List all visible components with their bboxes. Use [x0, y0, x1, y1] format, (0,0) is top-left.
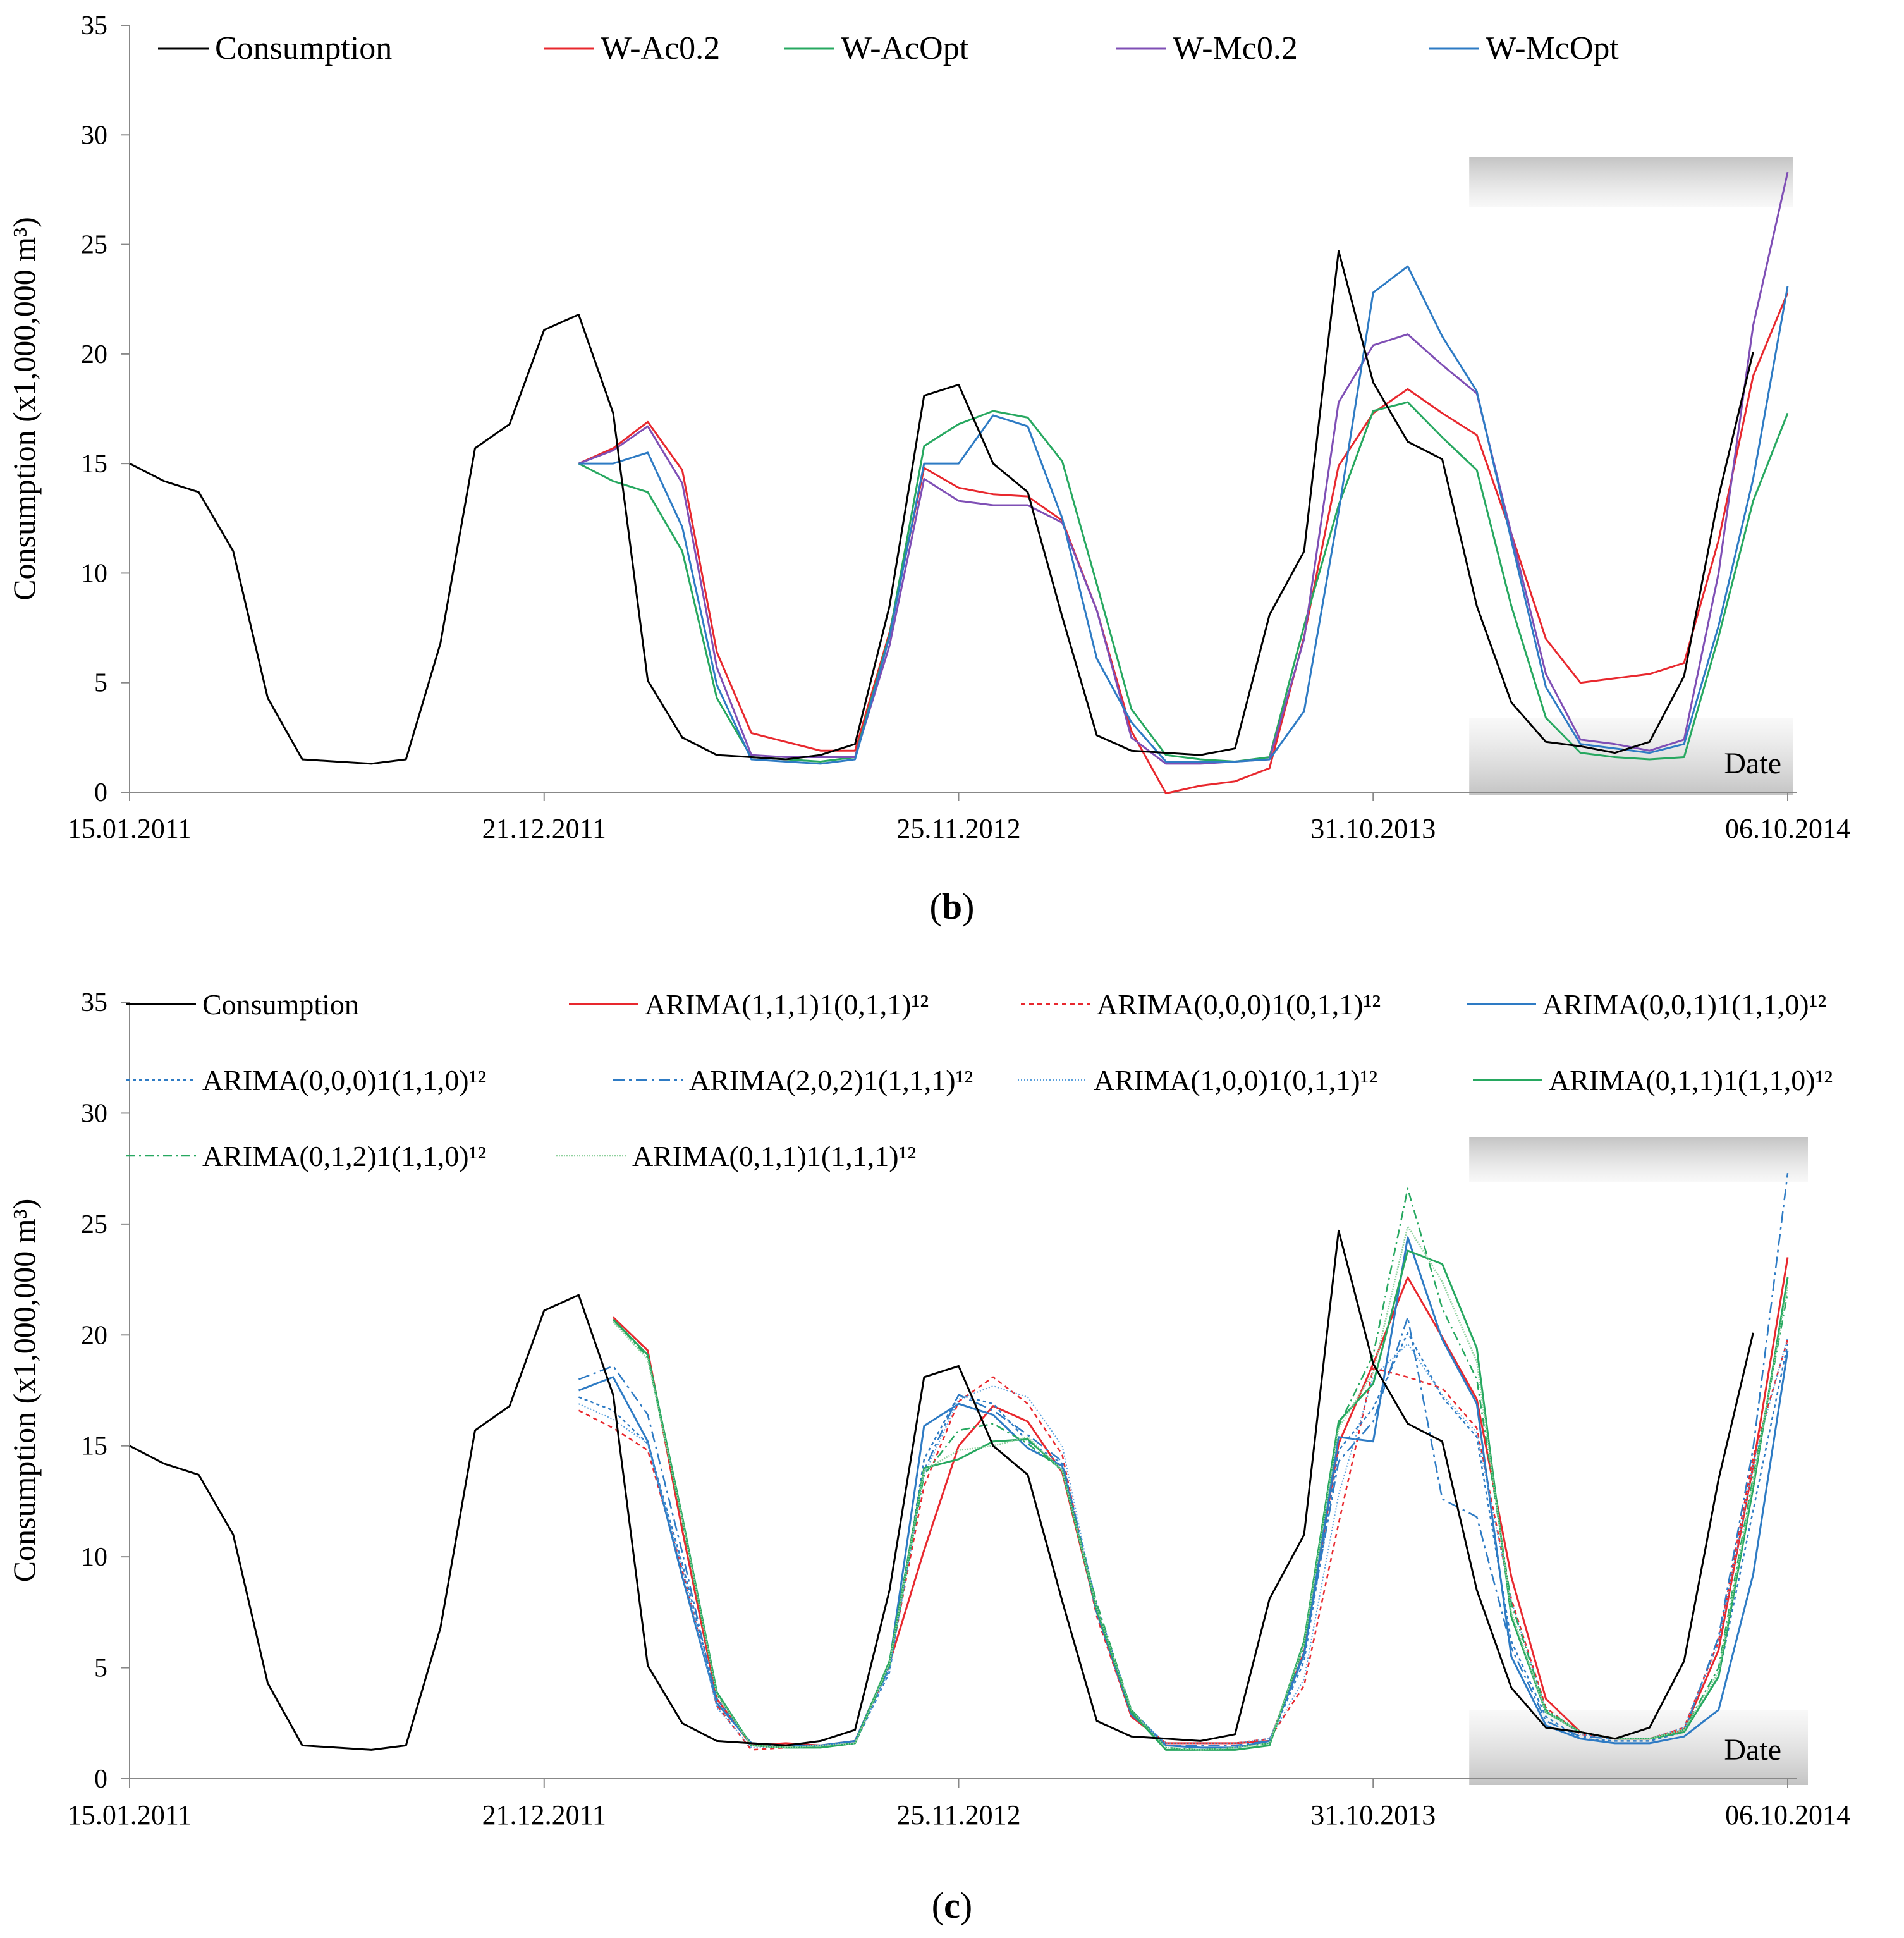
- series-line-consumption: [129, 250, 1754, 765]
- x-tick-label: 15.01.2011: [68, 813, 192, 844]
- x-tick-label: 21.12.2011: [482, 1800, 606, 1831]
- y-tick-label: 10: [81, 559, 107, 588]
- x-axis-label: Date: [1724, 747, 1781, 780]
- chart-c-svg: 0 5 10 15 20 25 30 35 15.01.2011 21.12.2011 25.11.…: [6, 988, 1850, 1831]
- y-tick-label: 25: [81, 1210, 107, 1239]
- legend-label-arima-1-1-1-1-0-1-1: ARIMA(1,1,1)1(0,1,1)¹²: [645, 988, 929, 1021]
- legend-label-consumption: Consumption: [202, 988, 359, 1021]
- series-line-arima-0-1-1-1-1-1-1: [613, 1225, 1789, 1751]
- series-line-arima-0-0-0-1-1-1-0: [578, 1332, 1789, 1749]
- series-line-arima-0-0-0-1-0-1-1: [578, 1339, 1789, 1751]
- y-tick-label: 5: [94, 1654, 107, 1683]
- legend-label-arima-0-0-0-1-0-1-1: ARIMA(0,0,0)1(0,1,1)¹²: [1097, 988, 1381, 1021]
- forecast-shade-top: [1469, 1137, 1808, 1182]
- legend-label-arima-1-0-0-1-0-1-1: ARIMA(1,0,0)1(0,1,1)¹²: [1094, 1064, 1377, 1096]
- series-line-arima-1-0-0-1-0-1-1: [578, 1337, 1788, 1748]
- x-tick-label: 25.11.2012: [896, 813, 1020, 844]
- x-tick-label: 25.11.2012: [896, 1800, 1020, 1831]
- series-line-arima-1-1-1-1-0-1-1: [612, 1257, 1789, 1746]
- caption-b-letter: b: [941, 886, 963, 927]
- series-line-arima-2-0-2-1-1-1-1: [578, 1173, 1789, 1746]
- legend-label-consumption: Consumption: [215, 30, 392, 66]
- series-line-arima-0-1-2-1-1-1-0: [613, 1187, 1789, 1751]
- y-axis-label: Consumption (x1,000,000 m³): [6, 217, 42, 601]
- y-tick-label: 20: [81, 340, 107, 369]
- legend-label-arima-0-1-1-1-1-1-0: ARIMA(0,1,1)1(1,1,0)¹²: [1549, 1064, 1833, 1096]
- caption-c: (c): [931, 1885, 973, 1926]
- y-tick-label: 0: [94, 778, 107, 807]
- x-tick-label: 15.01.2011: [68, 1800, 192, 1831]
- y-tick-label: 30: [81, 1099, 107, 1128]
- series-line-consumption: [129, 1229, 1754, 1751]
- series-line-w-acopt: [578, 401, 1789, 763]
- x-tick-label: 06.10.2014: [1725, 813, 1850, 844]
- forecast-shade-bottom: [1469, 1710, 1808, 1785]
- y-tick-label: 15: [81, 1432, 107, 1461]
- chart-panel-b: 0 5 10 15 20 25 30 35 15.01.2011 21.12.2011 25.11.…: [0, 0, 1904, 948]
- caption-c-letter: c: [944, 1885, 960, 1926]
- x-tick-label: 06.10.2014: [1725, 1800, 1850, 1831]
- y-tick-label: 10: [81, 1543, 107, 1572]
- forecast-shade-bottom: [1469, 718, 1793, 795]
- y-tick-label: 35: [81, 988, 107, 1017]
- legend-label-arima-0-0-1-1-1-1-0: ARIMA(0,0,1)1(1,1,0)¹²: [1542, 988, 1826, 1021]
- y-tick-label: 30: [81, 121, 107, 150]
- legend-label-w-mcopt: W-McOpt: [1486, 30, 1619, 66]
- x-axis-label: Date: [1724, 1733, 1781, 1767]
- y-tick-label: 0: [94, 1765, 107, 1794]
- legend-label-arima-0-0-0-1-1-1-0: ARIMA(0,0,0)1(1,1,0)¹²: [202, 1064, 486, 1096]
- series-line-w-mcopt: [578, 265, 1789, 765]
- legend-label-w-acopt: W-AcOpt: [841, 30, 969, 66]
- y-tick-label: 20: [81, 1321, 107, 1350]
- y-tick-label: 35: [81, 11, 107, 40]
- series-line-w-mc0-2: [578, 171, 1789, 765]
- x-tick-label: 31.10.2013: [1310, 1800, 1436, 1831]
- forecast-shade-top: [1469, 157, 1793, 207]
- legend-label-arima-0-1-1-1-1-1-1: ARIMA(0,1,1)1(1,1,1)¹²: [632, 1140, 916, 1172]
- legend-label-arima-0-1-2-1-1-1-0: ARIMA(0,1,2)1(1,1,0)¹²: [202, 1140, 486, 1172]
- y-tick-label: 25: [81, 231, 107, 260]
- legend-label-arima-2-0-2-1-1-1-1: ARIMA(2,0,2)1(1,1,1)¹²: [689, 1064, 973, 1096]
- series-line-arima-0-0-1-1-1-1-0: [578, 1236, 1789, 1749]
- chart-b-svg: 0 5 10 15 20 25 30 35 15.01.2011 21.12.2011 25.11.…: [6, 11, 1850, 844]
- x-tick-label: 31.10.2013: [1310, 813, 1436, 844]
- series-line-w-ac0-2: [578, 292, 1789, 795]
- series-line-arima-0-1-1-1-1-1-0: [612, 1249, 1789, 1751]
- y-axis-label: Consumption (x1,000,000 m³): [6, 1199, 42, 1583]
- legend-label-w-ac0-2: W-Ac0.2: [601, 30, 720, 66]
- y-tick-label: 15: [81, 450, 107, 479]
- x-tick-label: 21.12.2011: [482, 813, 606, 844]
- caption-b: (b): [929, 886, 975, 927]
- chart-panel-c: 0 5 10 15 20 25 30 35 15.01.2011 21.12.2011 25.11.…: [0, 967, 1904, 1935]
- legend-label-w-mc0-2: W-Mc0.2: [1173, 30, 1298, 66]
- y-tick-label: 5: [94, 669, 107, 698]
